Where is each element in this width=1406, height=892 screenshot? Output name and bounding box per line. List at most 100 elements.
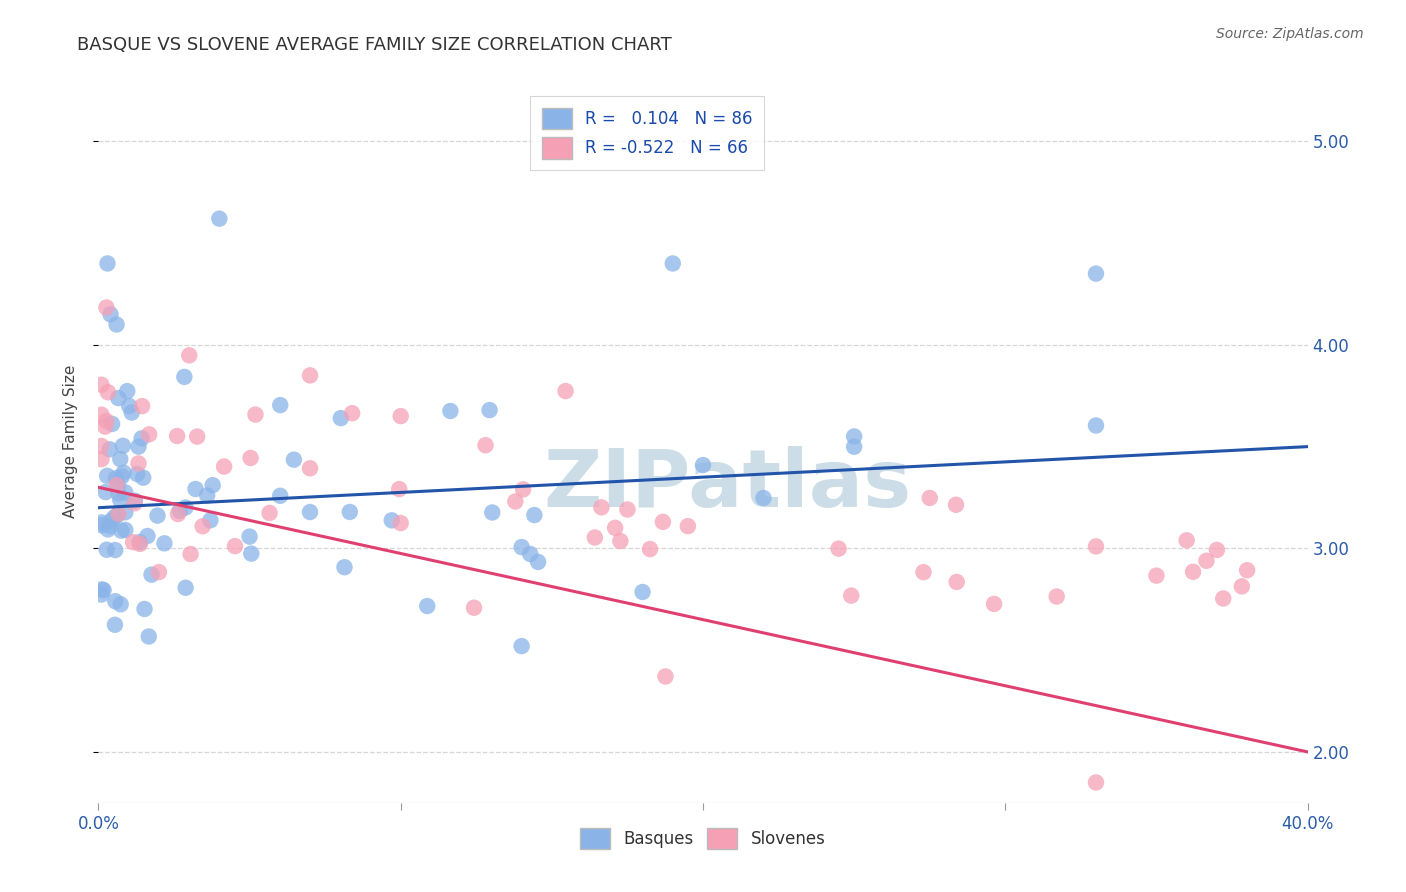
Point <box>104 617 127 632</box>
Point <box>138 427 160 442</box>
Point <box>1175 533 1198 548</box>
Point <box>107 486 129 500</box>
Point <box>527 555 550 569</box>
Point <box>269 398 291 412</box>
Point <box>153 536 176 550</box>
Point <box>654 669 676 683</box>
Point <box>1182 565 1205 579</box>
Point <box>339 505 361 519</box>
Point <box>96 414 118 428</box>
Point <box>195 488 218 502</box>
Point <box>128 535 150 549</box>
Point <box>105 478 128 492</box>
Text: BASQUE VS SLOVENE AVERAGE FAMILY SIZE CORRELATION CHART: BASQUE VS SLOVENE AVERAGE FAMILY SIZE CO… <box>77 36 672 54</box>
Point <box>983 597 1005 611</box>
Point <box>554 384 576 398</box>
Text: Source: ZipAtlas.com: Source: ZipAtlas.com <box>1216 27 1364 41</box>
Point <box>105 318 128 332</box>
Point <box>90 518 112 533</box>
Point <box>97 523 120 537</box>
Point <box>94 419 117 434</box>
Point <box>174 581 197 595</box>
Point <box>1085 418 1108 433</box>
Point <box>1046 590 1069 604</box>
Point <box>523 508 546 522</box>
Point <box>240 547 263 561</box>
Point <box>167 507 190 521</box>
Point <box>180 547 202 561</box>
Point <box>100 514 122 528</box>
Point <box>389 409 412 423</box>
Point <box>676 519 699 533</box>
Point <box>603 521 626 535</box>
Point <box>918 491 941 505</box>
Point <box>127 467 149 481</box>
Point <box>98 442 121 457</box>
Point <box>239 530 262 544</box>
Point <box>141 567 163 582</box>
Point <box>179 348 201 362</box>
Point <box>107 478 129 492</box>
Point <box>388 482 411 496</box>
Point <box>839 589 862 603</box>
Point <box>107 391 129 405</box>
Point <box>510 540 533 554</box>
Point <box>90 377 112 392</box>
Point <box>103 510 125 524</box>
Point <box>166 429 188 443</box>
Point <box>169 504 191 518</box>
Point <box>844 440 866 454</box>
Point <box>519 547 541 561</box>
Point <box>96 301 118 315</box>
Point <box>481 506 503 520</box>
Point <box>591 500 613 515</box>
Point <box>138 630 160 644</box>
Point <box>100 307 122 321</box>
Point <box>299 368 322 383</box>
Point <box>844 429 866 443</box>
Point <box>191 519 214 533</box>
Point <box>269 489 291 503</box>
Point <box>96 542 118 557</box>
Point <box>146 508 169 523</box>
Point <box>132 471 155 485</box>
Point <box>661 256 683 270</box>
Point <box>90 439 112 453</box>
Point <box>333 560 356 574</box>
Point <box>112 466 135 480</box>
Point <box>609 534 631 549</box>
Point <box>110 524 132 538</box>
Point <box>510 639 533 653</box>
Point <box>94 485 117 500</box>
Point <box>912 565 935 579</box>
Point <box>117 384 139 398</box>
Point <box>90 452 112 467</box>
Point <box>93 583 115 598</box>
Point <box>111 469 134 483</box>
Point <box>128 440 150 454</box>
Point <box>583 531 606 545</box>
Point <box>201 478 224 492</box>
Point <box>239 450 262 465</box>
Point <box>1206 542 1229 557</box>
Point <box>104 543 127 558</box>
Point <box>96 468 118 483</box>
Y-axis label: Average Family Size: Average Family Size <box>63 365 77 518</box>
Point <box>173 370 195 384</box>
Point <box>98 519 121 533</box>
Point <box>1230 579 1253 593</box>
Point <box>752 491 775 505</box>
Point <box>90 408 112 422</box>
Point <box>90 582 112 597</box>
Point <box>184 482 207 496</box>
Point <box>107 507 129 521</box>
Point <box>245 408 267 422</box>
Point <box>1144 568 1167 582</box>
Point <box>90 588 112 602</box>
Point <box>131 399 153 413</box>
Point <box>505 494 527 508</box>
Point <box>692 458 714 472</box>
Point <box>1195 554 1218 568</box>
Point <box>439 404 461 418</box>
Point <box>200 513 222 527</box>
